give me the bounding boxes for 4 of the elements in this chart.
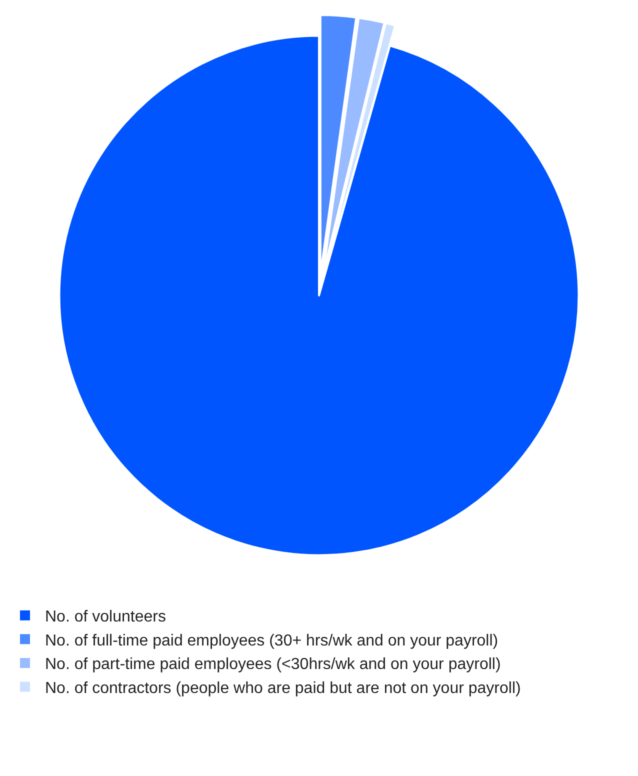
legend-label: No. of volunteers <box>45 608 166 626</box>
legend-label: No. of part-time paid employees (<30hrs/wk and on your payroll) <box>45 656 501 674</box>
legend-label: No. of full-time paid employees (30+ hrs/wk and on your payroll) <box>45 632 498 650</box>
legend-label: No. of contractors (people who are paid but are not on your payroll) <box>45 680 521 697</box>
